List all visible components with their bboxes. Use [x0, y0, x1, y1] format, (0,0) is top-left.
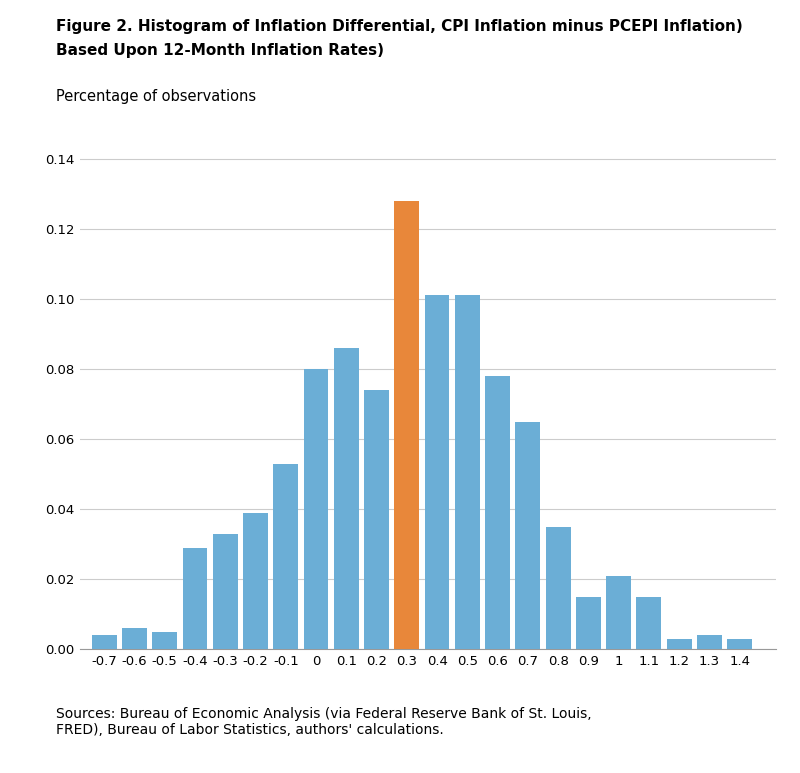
- Bar: [455, 295, 480, 649]
- Text: Based Upon 12-Month Inflation Rates): Based Upon 12-Month Inflation Rates): [56, 43, 384, 57]
- Bar: [92, 635, 117, 649]
- Bar: [152, 632, 177, 649]
- Bar: [425, 295, 450, 649]
- Bar: [364, 390, 389, 649]
- Bar: [515, 421, 540, 649]
- Text: Percentage of observations: Percentage of observations: [56, 89, 256, 104]
- Bar: [243, 512, 268, 649]
- Bar: [334, 348, 358, 649]
- Bar: [182, 548, 207, 649]
- Bar: [122, 628, 147, 649]
- Bar: [637, 597, 662, 649]
- Bar: [274, 464, 298, 649]
- Text: Figure 2. Histogram of Inflation Differential, CPI Inflation minus PCEPI Inflati: Figure 2. Histogram of Inflation Differe…: [56, 19, 742, 34]
- Bar: [727, 638, 752, 649]
- Bar: [606, 576, 631, 649]
- Bar: [485, 376, 510, 649]
- Bar: [576, 597, 601, 649]
- Text: Sources: Bureau of Economic Analysis (via Federal Reserve Bank of St. Louis,
FRE: Sources: Bureau of Economic Analysis (vi…: [56, 707, 592, 737]
- Bar: [697, 635, 722, 649]
- Bar: [213, 533, 238, 649]
- Bar: [546, 526, 570, 649]
- Bar: [666, 638, 691, 649]
- Bar: [304, 369, 329, 649]
- Bar: [394, 201, 419, 649]
